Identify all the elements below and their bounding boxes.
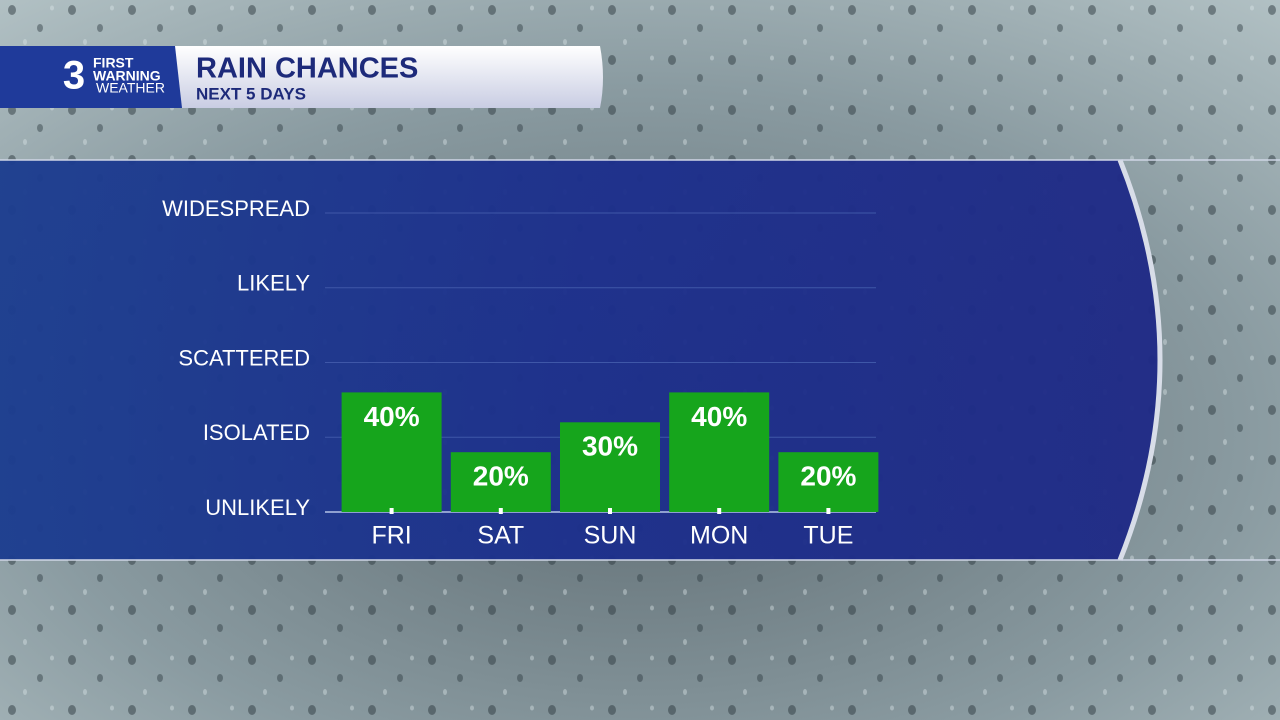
bar-tick [389,508,394,514]
logo-box [0,46,182,108]
bar [450,452,551,512]
value-label: 40% [364,401,420,432]
plot: UNLIKELY ISOLATED SCATTERED LIKELY WIDESPREA… [162,196,879,550]
y-tick-label: ISOLATED [203,420,310,445]
bar [669,392,770,512]
x-tick-label: FRI [371,522,411,550]
x-tick-label: SAT [477,522,524,550]
logo-text: WEATHER [96,80,165,96]
x-tick-label: TUE [803,522,853,550]
value-label: 20% [800,461,856,492]
value-label: 40% [691,401,747,432]
bar-tick [717,508,722,514]
logo-text: WARNING [93,68,161,84]
bar [560,422,660,512]
bar-tick [608,508,612,514]
logo-text: FIRST [93,55,134,71]
x-tick-label: SUN [584,522,637,550]
chart-title: RAIN CHANCES [196,53,418,85]
y-tick-label: WIDESPREAD [162,196,310,221]
panel-edge [1117,159,1163,561]
value-label: 30% [582,431,638,462]
bar [778,452,879,512]
logo-number: 3 [63,54,85,98]
bar [341,392,442,512]
y-tick-label: LIKELY [237,271,310,296]
x-tick-label: MON [690,522,748,550]
y-tick-label: SCATTERED [178,345,310,370]
value-label: 20% [473,461,529,492]
chart-subtitle: NEXT 5 DAYS [196,84,306,103]
bar-tick [498,508,503,514]
y-tick-label: UNLIKELY [205,495,310,520]
bar-tick [826,508,831,514]
